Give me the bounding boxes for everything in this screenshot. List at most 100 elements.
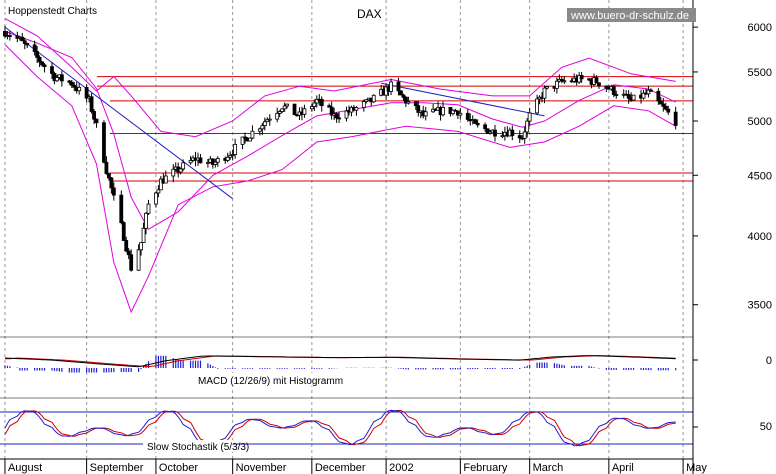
- macd-line: [4, 355, 676, 368]
- candle-body: [473, 119, 478, 124]
- chart-title: DAX: [357, 7, 382, 21]
- candle-body: [210, 158, 215, 165]
- candle-body: [102, 122, 106, 163]
- x-tick-label: April: [612, 462, 634, 474]
- candle-body: [35, 51, 40, 58]
- candle-body: [129, 254, 134, 271]
- candle-body: [163, 175, 168, 184]
- candle-body: [198, 157, 203, 164]
- candle-body: [248, 137, 252, 142]
- candle-body: [280, 108, 285, 112]
- candle-body: [403, 96, 408, 104]
- candle-body: [614, 94, 619, 96]
- y-tick-label: 3500: [748, 300, 772, 312]
- candle-body: [475, 122, 480, 126]
- stoch-label: Slow Stochastik (5/3/3): [147, 442, 249, 453]
- bollinger-upper: [4, 18, 676, 138]
- candle-body: [312, 102, 317, 107]
- candle-body: [587, 78, 591, 81]
- macd-label-bg: [193, 373, 361, 386]
- candle-body: [146, 203, 151, 214]
- y-tick-label: 5500: [748, 67, 772, 79]
- candle-body: [396, 81, 401, 92]
- y-tick-label: 5000: [748, 116, 772, 128]
- candle-body: [309, 106, 314, 110]
- stochastic-panel: 50: [0, 409, 772, 447]
- candles: [3, 25, 678, 272]
- candle-body: [649, 89, 653, 92]
- candle-body: [265, 119, 270, 123]
- candle-body: [673, 111, 678, 126]
- candle-body: [493, 129, 497, 137]
- candle-body: [205, 161, 210, 164]
- candle-body: [517, 135, 522, 139]
- candle-body: [458, 112, 463, 116]
- watermark-text: www.buero-dr-schulz.de: [570, 10, 689, 22]
- macd-y-tick-label: 0: [766, 355, 772, 367]
- candle-body: [562, 80, 567, 83]
- y-axis-labels: 6000 5500 5000 4500 4000 3500: [693, 22, 772, 312]
- candle-body: [126, 250, 131, 256]
- y-tick-label: 6000: [748, 22, 772, 34]
- candle-body: [337, 117, 341, 120]
- candle-body: [215, 157, 220, 163]
- candle-body: [658, 100, 663, 105]
- candle-body: [22, 40, 27, 44]
- bollinger-middle: [4, 30, 676, 230]
- candle-body: [7, 35, 12, 37]
- candle-body: [364, 99, 369, 102]
- candle-body: [485, 128, 490, 134]
- candle-body: [488, 131, 492, 134]
- candle-body: [257, 128, 262, 132]
- x-axis-labels: August September October November December 20…: [4, 459, 707, 474]
- candle-body: [92, 111, 96, 120]
- candle-body: [371, 94, 376, 103]
- candle-body: [59, 74, 64, 82]
- candle-body: [441, 107, 445, 116]
- candle-body: [72, 84, 77, 88]
- trendline: [381, 82, 545, 117]
- candle-body: [243, 136, 247, 139]
- x-tick-label: March: [533, 462, 564, 474]
- candle-body: [94, 118, 99, 124]
- candle-body: [465, 112, 470, 120]
- candle-body: [32, 44, 37, 52]
- candle-body: [141, 227, 146, 243]
- watermark-box: [567, 8, 696, 22]
- grid: [4, 0, 684, 459]
- candle-body: [181, 162, 186, 170]
- bollinger-bands: [4, 18, 676, 314]
- candle-body: [594, 77, 599, 84]
- candle-body: [401, 94, 406, 98]
- source-label: Hoppenstedt Charts: [8, 6, 97, 17]
- candle-body: [50, 66, 54, 74]
- candle-body: [451, 109, 455, 115]
- candle-body: [500, 135, 505, 138]
- candle-body: [285, 103, 290, 107]
- candle-body: [579, 75, 584, 80]
- candle-body: [554, 80, 559, 89]
- bollinger-lower: [4, 44, 676, 314]
- candle-body: [233, 143, 238, 155]
- candle-body: [136, 249, 141, 271]
- candle-body: [510, 129, 515, 136]
- stoch-d-line: [4, 409, 676, 447]
- candle-body: [3, 31, 7, 37]
- x-tick-label: November: [236, 462, 287, 474]
- candle-body: [542, 87, 547, 99]
- y-tick-label: 4500: [748, 170, 772, 182]
- candle-body: [361, 101, 366, 108]
- candle-body: [20, 36, 25, 42]
- candle-body: [327, 105, 332, 108]
- candle-body: [188, 160, 193, 164]
- candle-body: [389, 81, 393, 92]
- trendlines: [4, 26, 545, 200]
- x-tick-label: August: [8, 462, 42, 474]
- candle-body: [77, 86, 82, 92]
- candle-body: [119, 194, 124, 223]
- candle-body: [319, 98, 324, 107]
- x-tick-label: February: [463, 462, 508, 474]
- candle-body: [314, 98, 319, 104]
- candle-body: [156, 189, 161, 194]
